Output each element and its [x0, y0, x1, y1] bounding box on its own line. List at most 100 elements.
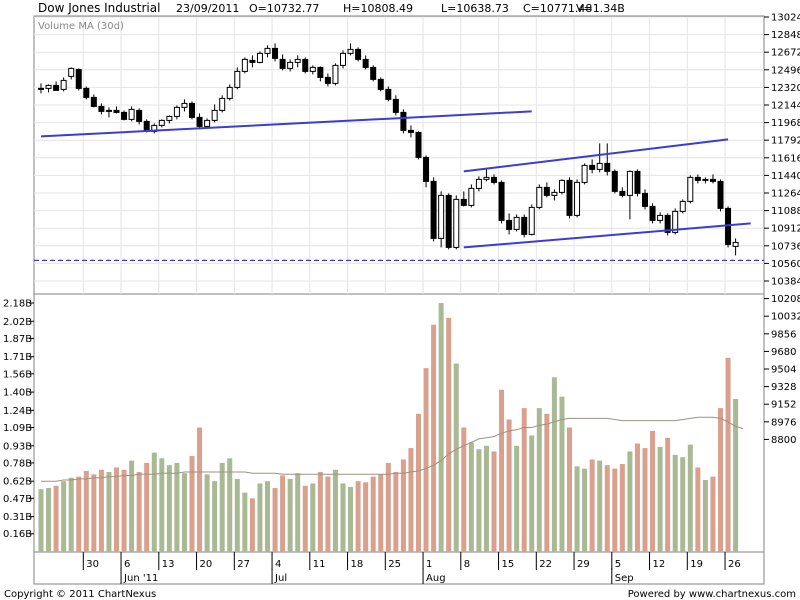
candle-body [45, 84, 52, 89]
candle-body [521, 216, 528, 235]
volume-bar [438, 303, 444, 552]
candle [204, 118, 211, 129]
candle [385, 86, 392, 102]
candle-body [468, 187, 475, 206]
candle [151, 123, 158, 134]
candle [589, 159, 596, 174]
candle-body [219, 97, 226, 111]
candle [347, 43, 354, 56]
candle-body [355, 48, 362, 60]
candle-body [143, 120, 150, 132]
volume-bar [61, 481, 67, 552]
volume-bar [332, 469, 338, 552]
candle-body [204, 119, 211, 127]
candle-body [181, 102, 188, 108]
month-label: Jul [274, 573, 287, 584]
price-tick-label: 11264 [771, 189, 800, 200]
candle-body [302, 58, 309, 72]
volume-bar [536, 408, 542, 552]
day-label: 15 [502, 559, 515, 570]
chart-title: Dow Jones Industrial [38, 1, 160, 15]
candle [234, 67, 241, 90]
volume-bar [197, 427, 203, 552]
candle [460, 191, 467, 207]
day-label: 1 [426, 559, 432, 570]
candle [105, 107, 112, 118]
time-axis-panel [33, 551, 765, 585]
volume-bar [559, 396, 565, 552]
powered-by-link[interactable]: Powered by www.chartnexus.com [628, 589, 796, 600]
candle-body [626, 170, 633, 196]
day-label: 13 [162, 559, 175, 570]
day-label: 27 [237, 559, 250, 570]
price-axis: 13024 12848 12672 12496 12320 12144 11968 11792… [764, 13, 800, 446]
candle-body [536, 186, 543, 208]
day-label: 22 [539, 559, 552, 570]
candle [219, 95, 226, 113]
trendlines [34, 110, 764, 262]
price-tick-label: 9504 [771, 365, 796, 376]
candle-body [226, 86, 233, 99]
candle-body [460, 198, 467, 206]
candle [596, 143, 603, 173]
candle [551, 189, 558, 201]
candle-body [113, 109, 120, 113]
candle-body [53, 84, 60, 91]
day-label: 26 [728, 559, 741, 570]
candle-body [611, 170, 618, 192]
candle-body [702, 178, 709, 181]
volume-bar [310, 483, 316, 552]
candle [679, 199, 686, 214]
price-tick-label: 12320 [771, 83, 800, 94]
price-tick-label: 10912 [771, 224, 800, 235]
candle-body [687, 176, 694, 202]
volume-bar [491, 451, 497, 552]
candle-body [709, 178, 716, 182]
candle-body [604, 162, 611, 172]
volume-bar [642, 448, 648, 552]
day-label: 25 [388, 559, 401, 570]
volume-bar [423, 368, 429, 552]
volume-bar [272, 488, 278, 552]
candle [196, 113, 203, 130]
volume-bar [718, 408, 723, 552]
candle [574, 179, 581, 218]
volume-bar [98, 469, 104, 552]
candle [256, 51, 263, 64]
volume-bar [400, 459, 406, 552]
candle-body [415, 131, 422, 158]
volume-bar [687, 444, 693, 552]
volume-bar [461, 427, 467, 552]
volume-bar [46, 488, 52, 552]
header-volume: V=1.34B [576, 2, 625, 15]
candle [98, 103, 105, 115]
candle-body [158, 119, 165, 126]
volume-bar [453, 363, 459, 552]
candle [181, 99, 188, 112]
candle-body [423, 156, 430, 182]
candle [453, 195, 460, 250]
candle [377, 77, 384, 92]
volume-bar [431, 324, 437, 552]
price-tick-label: 9152 [771, 400, 796, 411]
volume-bar [574, 466, 580, 552]
volume-bar [325, 476, 331, 552]
price-tick-label: 10208 [771, 294, 800, 305]
candle [664, 213, 671, 236]
volume-bars [38, 303, 739, 552]
candle-body [475, 178, 482, 189]
volume-tick-label: 1.40B [3, 388, 32, 399]
volume-bar [665, 437, 671, 552]
volume-bar [91, 474, 97, 552]
candle [423, 155, 430, 188]
price-tick-label: 13024 [771, 13, 800, 24]
candle-body [528, 206, 535, 235]
volume-bar [38, 489, 44, 552]
candle [340, 50, 346, 69]
candle [626, 170, 633, 220]
volume-tick-label: 0.93B [3, 441, 32, 452]
day-label: 5 [615, 559, 621, 570]
volume-bar [219, 462, 225, 552]
volume-bar [506, 419, 512, 552]
candle [475, 176, 482, 192]
